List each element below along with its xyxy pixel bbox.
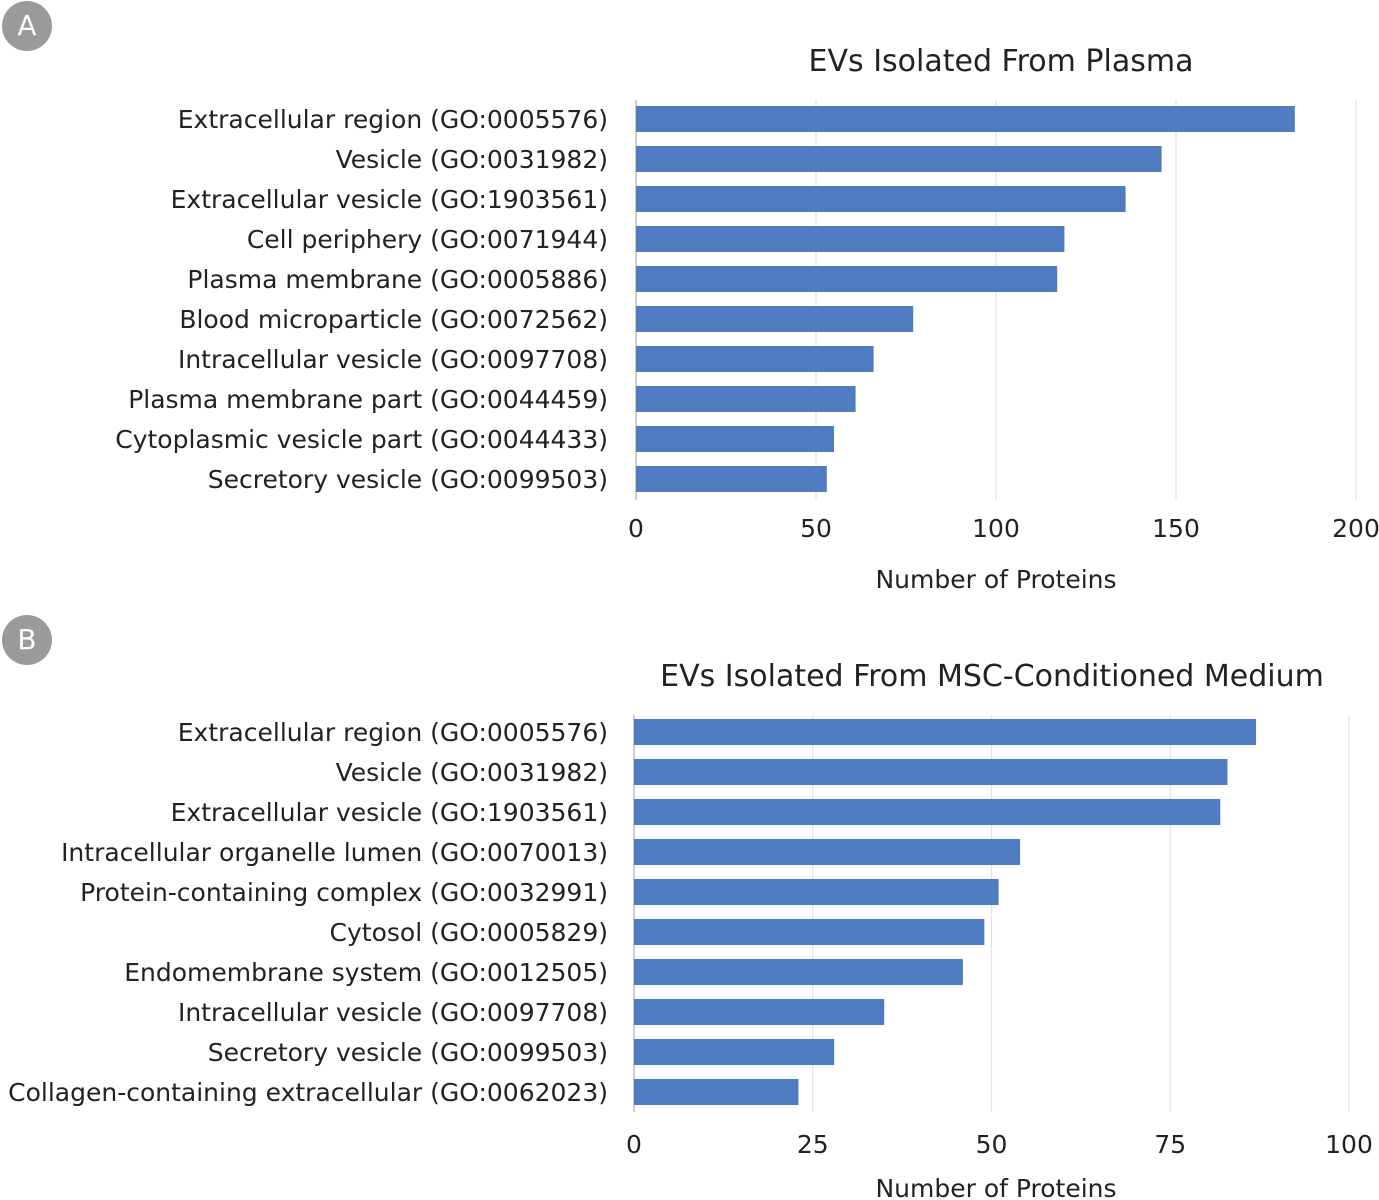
bar	[636, 386, 856, 412]
bar	[634, 759, 1228, 785]
bar	[636, 106, 1295, 132]
panel-a: A EVs Isolated From Plasma Extracellular …	[2, 1, 1379, 594]
category-label: Extracellular vesicle (GO:1903561)	[171, 185, 608, 214]
x-tick-label: 0	[626, 1130, 642, 1159]
bar	[636, 146, 1162, 172]
category-label: Extracellular vesicle (GO:1903561)	[171, 798, 608, 827]
category-label: Intracellular vesicle (GO:0097708)	[178, 998, 608, 1027]
bar	[634, 959, 963, 985]
chart-a: EVs Isolated From Plasma Extracellular re…	[115, 44, 1379, 594]
bar	[634, 919, 985, 945]
category-label: Cell periphery (GO:0071944)	[247, 225, 608, 254]
bar	[636, 186, 1126, 212]
bar	[636, 426, 834, 452]
bar	[636, 266, 1058, 292]
bar	[636, 306, 914, 332]
x-tick-label: 75	[1154, 1130, 1186, 1159]
chart-title: EVs Isolated From Plasma	[809, 44, 1194, 79]
category-label: Collagen-containing extracellular (GO:00…	[8, 1078, 608, 1107]
panel-label-a: A	[2, 1, 52, 51]
x-tick-label: 25	[797, 1130, 829, 1159]
category-label: Blood microparticle (GO:0072562)	[179, 305, 608, 334]
panel-label-b: B	[2, 615, 52, 665]
category-label: Cytoplasmic vesicle part (GO:0044433)	[115, 425, 608, 454]
bar	[634, 1079, 799, 1105]
bar	[636, 346, 874, 372]
category-label: Extracellular region (GO:0005576)	[178, 718, 608, 747]
x-axis-label: Number of Proteins	[875, 565, 1116, 594]
category-label: Cytosol (GO:0005829)	[330, 918, 608, 947]
category-label: Extracellular region (GO:0005576)	[178, 105, 608, 134]
x-tick-label: 0	[628, 514, 644, 543]
bar	[634, 1039, 835, 1065]
chart-b: EVs Isolated From MSC-Conditioned Medium…	[8, 659, 1373, 1200]
bar	[634, 719, 1257, 745]
x-tick-label: 100	[972, 514, 1020, 543]
x-tick-label: 150	[1152, 514, 1200, 543]
category-label: Secretory vesicle (GO:0099503)	[208, 465, 608, 494]
category-label: Intracellular vesicle (GO:0097708)	[178, 345, 608, 374]
bar	[636, 466, 827, 492]
category-label: Plasma membrane part (GO:0044459)	[128, 385, 608, 414]
bar	[634, 879, 999, 905]
x-tick-label: 50	[800, 514, 832, 543]
x-tick-label: 200	[1332, 514, 1379, 543]
chart-title: EVs Isolated From MSC-Conditioned Medium	[660, 659, 1324, 694]
category-label: Endomembrane system (GO:0012505)	[124, 958, 608, 987]
x-axis-label: Number of Proteins	[875, 1174, 1116, 1200]
category-label: Protein-containing complex (GO:0032991)	[80, 878, 608, 907]
x-tick-label: 100	[1325, 1130, 1373, 1159]
x-tick-label: 50	[976, 1130, 1008, 1159]
category-label: Vesicle (GO:0031982)	[336, 145, 608, 174]
bar	[634, 839, 1021, 865]
category-label: Vesicle (GO:0031982)	[336, 758, 608, 787]
category-label: Intracellular organelle lumen (GO:007001…	[61, 838, 608, 867]
panel-b: B EVs Isolated From MSC-Conditioned Medi…	[0, 600, 1379, 1200]
bar	[634, 999, 885, 1025]
bar	[636, 226, 1065, 252]
category-label: Plasma membrane (GO:0005886)	[187, 265, 608, 294]
bar	[634, 799, 1221, 825]
category-label: Secretory vesicle (GO:0099503)	[208, 1038, 608, 1067]
